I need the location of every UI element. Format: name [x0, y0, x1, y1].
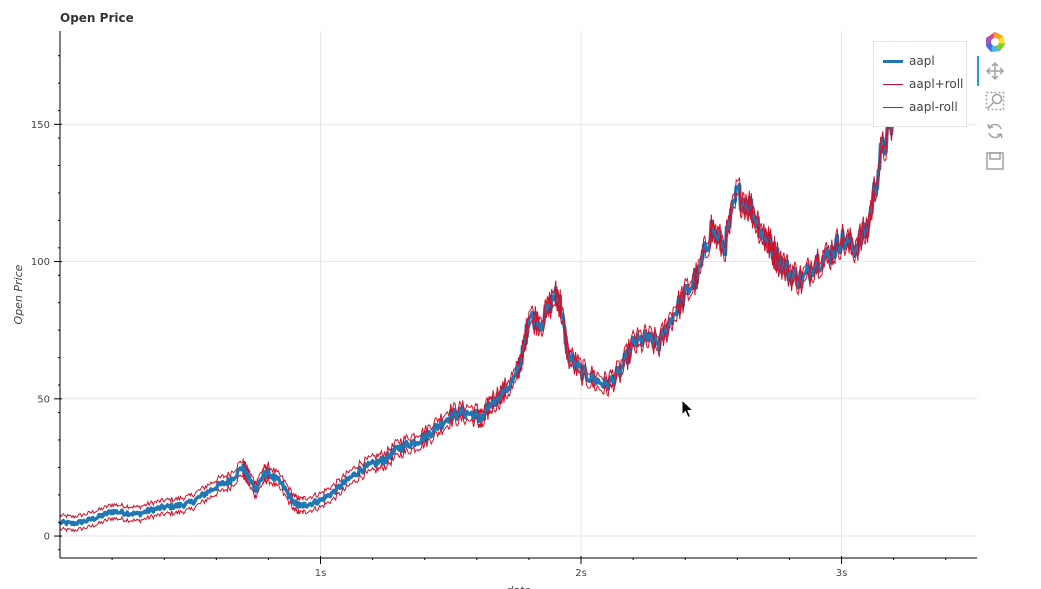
legend-swatch-aapl-plus-roll [883, 83, 903, 85]
x-tick-label: 3s [836, 568, 848, 579]
x-axis-label: date [506, 584, 531, 589]
reset-icon[interactable] [983, 119, 1007, 143]
toolbar [977, 30, 1010, 180]
y-tick-label: 50 [37, 394, 50, 405]
legend-swatch-aapl [883, 59, 903, 63]
bokeh-logo-icon[interactable] [983, 30, 1007, 54]
x-tick-label: 1s [315, 568, 327, 579]
series-line-aapl-plus-roll [59, 108, 895, 519]
legend-label-aapl-plus-roll: aapl+roll [909, 77, 964, 91]
axes: 0 50 100 150 1s 2s 3s Open Price date [12, 31, 977, 589]
grid [60, 31, 977, 558]
series-layer [58, 108, 896, 533]
series-line-aapl-minus-roll [59, 121, 895, 533]
y-tick-label: 0 [44, 532, 50, 543]
legend-item-aapl-plus-roll[interactable]: aapl+roll [883, 75, 963, 93]
y-tick-label: 100 [31, 257, 50, 268]
chart-title: Open Price [60, 11, 134, 25]
legend-item-aapl-minus-roll[interactable]: aapl-roll [883, 98, 958, 116]
legend-swatch-aapl-minus-roll [883, 106, 903, 108]
x-tick-label: 2s [575, 568, 587, 579]
y-tick-label: 150 [31, 120, 50, 131]
legend-label-aapl-minus-roll: aapl-roll [909, 100, 958, 114]
active-tool-indicator [977, 56, 979, 86]
legend[interactable]: aapl aapl+roll aapl-roll [873, 41, 967, 127]
y-axis-label: Open Price [12, 264, 25, 324]
mouse-cursor-icon [681, 398, 695, 423]
save-icon[interactable] [983, 149, 1007, 173]
legend-label-aapl: aapl [909, 54, 935, 68]
pan-icon[interactable] [983, 59, 1007, 83]
series-line-aapl [58, 115, 896, 527]
legend-item-aapl[interactable]: aapl [883, 52, 935, 70]
box-zoom-icon[interactable] [983, 89, 1007, 113]
